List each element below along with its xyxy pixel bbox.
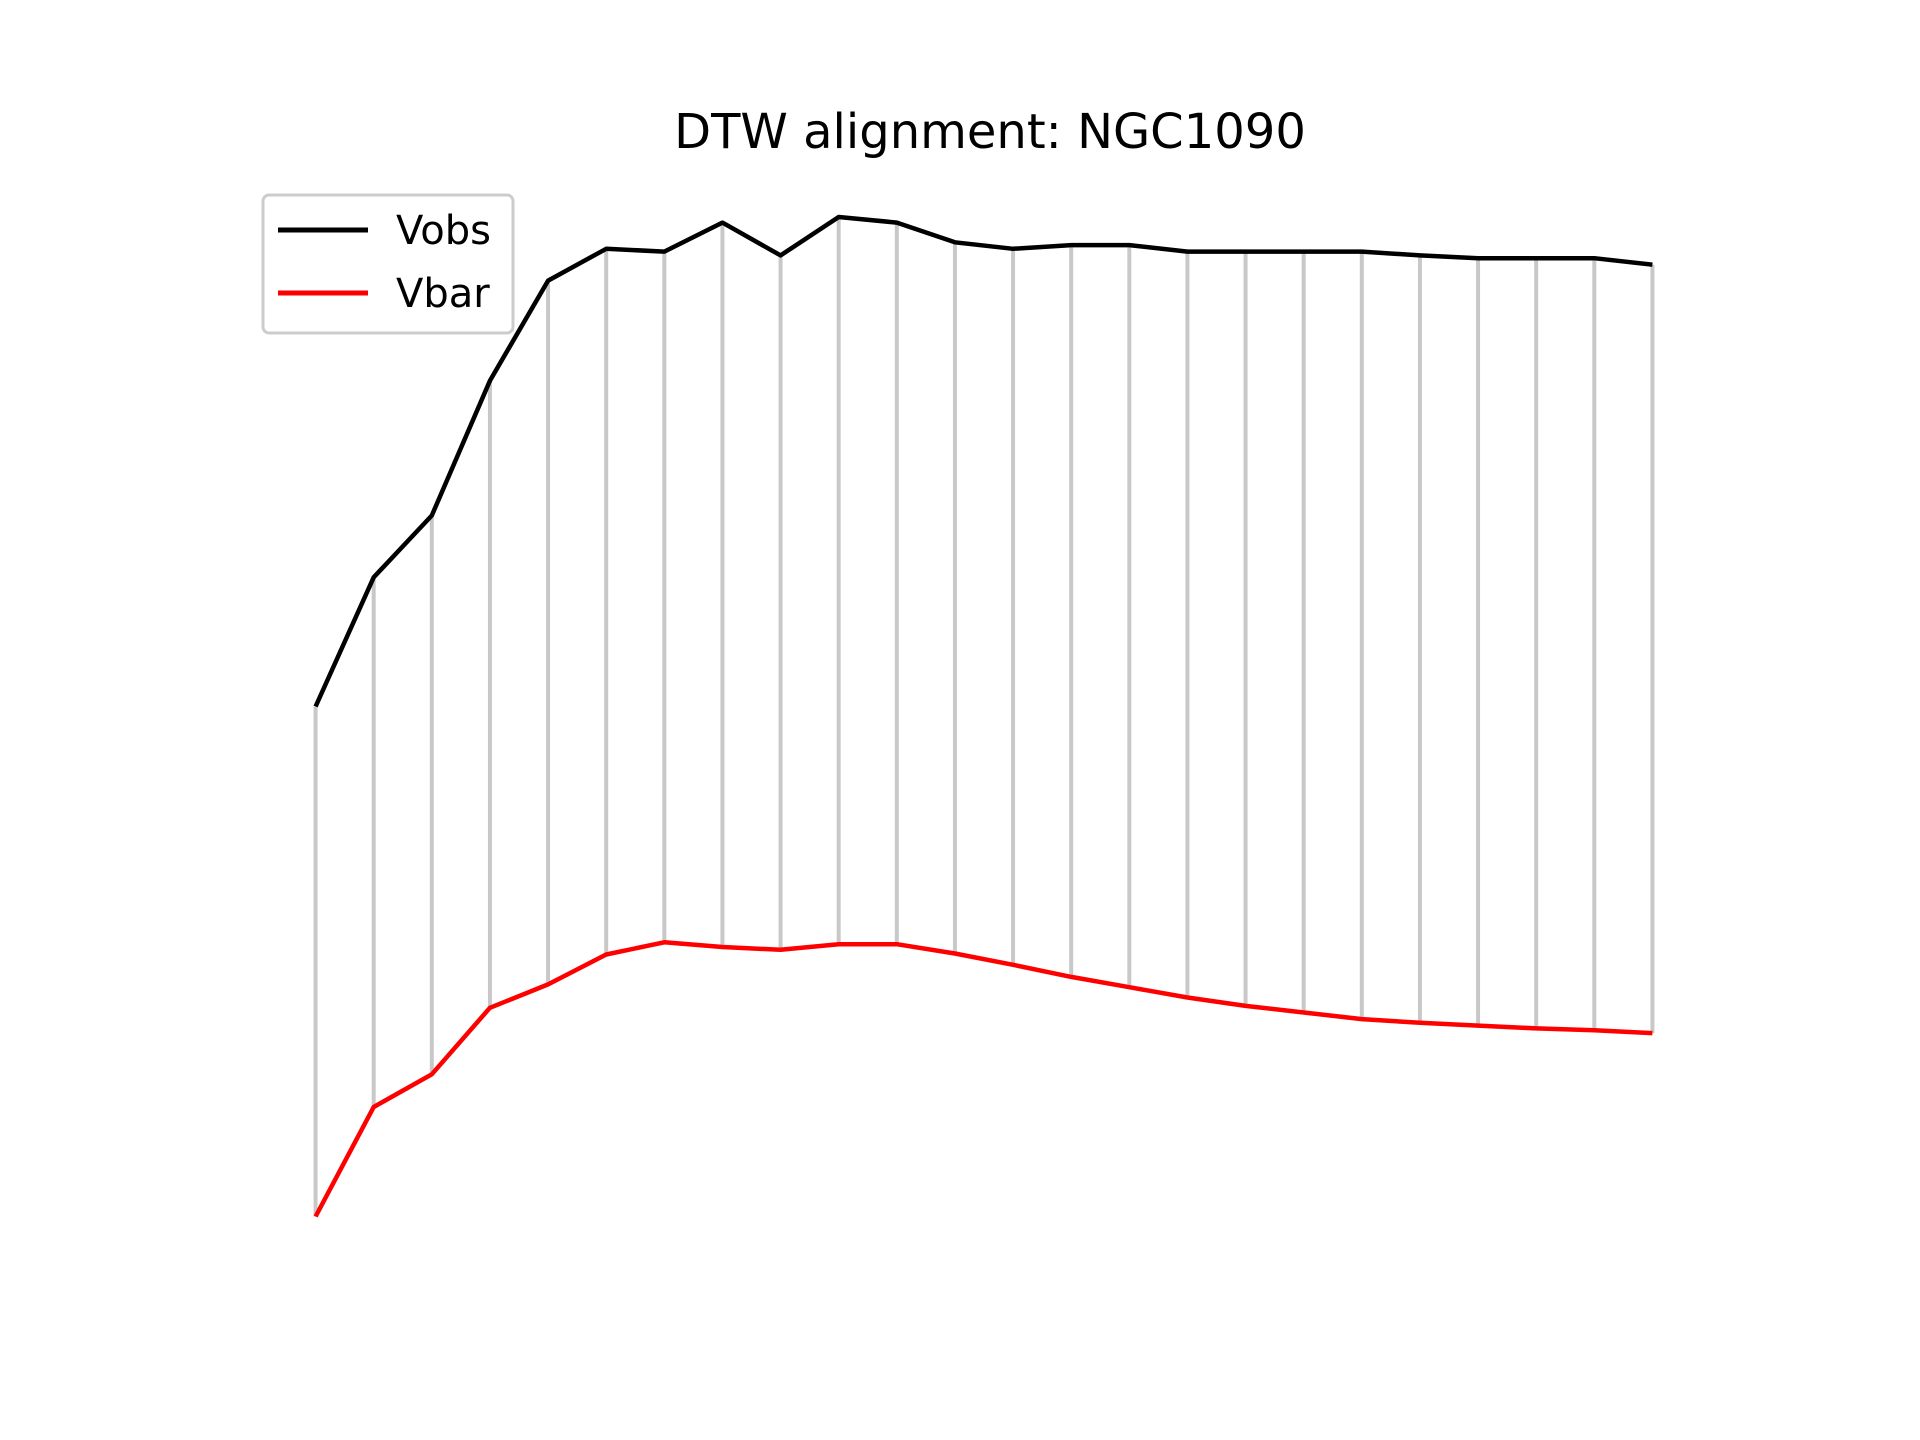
alignment-lines bbox=[313, 216, 1655, 1217]
series-line-vobs bbox=[313, 214, 1653, 708]
legend-label-vobs: Vobs bbox=[396, 208, 491, 254]
legend: Vobs Vbar bbox=[261, 193, 515, 335]
chart-title: DTW alignment: NGC1090 bbox=[674, 104, 1306, 160]
series-lines bbox=[313, 214, 1653, 1218]
series-line-vbar bbox=[313, 940, 1653, 1218]
legend-label-vbar: Vbar bbox=[396, 271, 490, 317]
